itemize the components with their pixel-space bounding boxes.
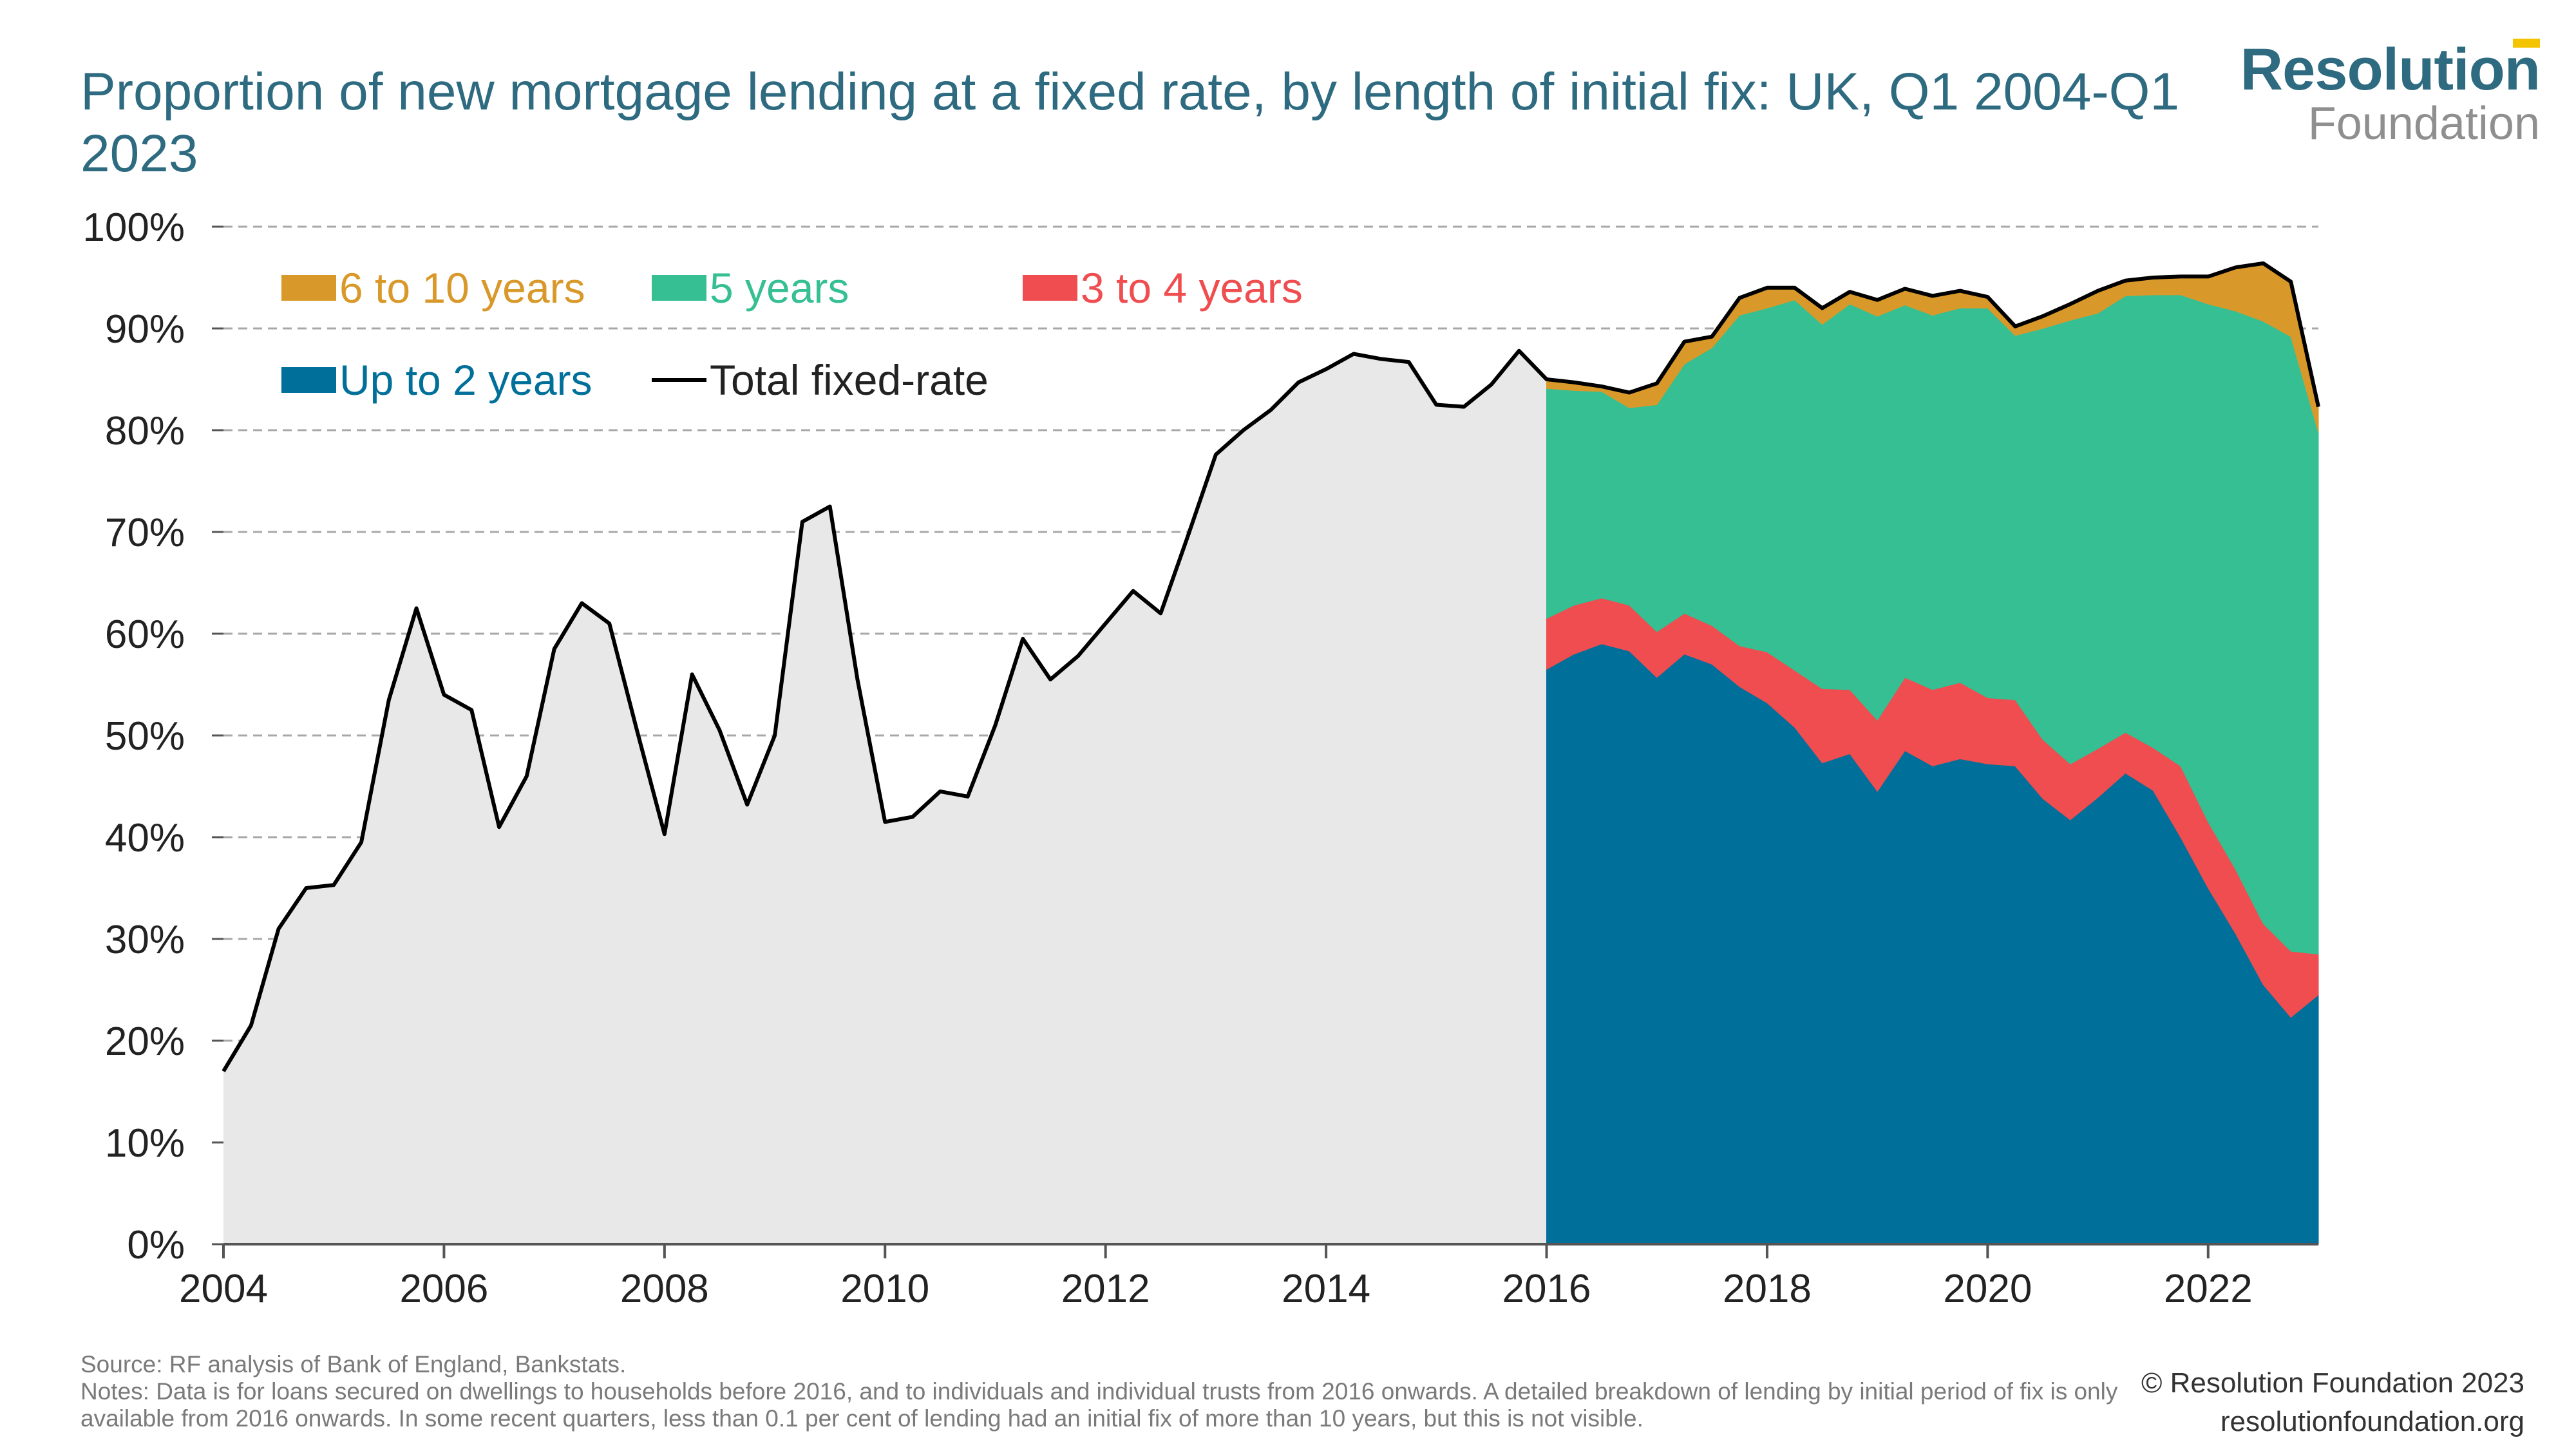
resolution-foundation-logo: Resolution Foundation (2240, 37, 2541, 149)
y-tick-label: 40% (105, 816, 185, 860)
logo-line-2: Foundation (2307, 98, 2540, 149)
legend-label: 5 years (710, 264, 849, 312)
total-fixed-rate-line (222, 261, 2320, 1072)
legend-swatch-six-to-10 (281, 275, 336, 301)
legend-swatch-five (652, 275, 706, 301)
notes-text: Notes: Data is for loans secured on dwel… (80, 1378, 2118, 1432)
x-tick-label: 2016 (1502, 1267, 1591, 1311)
total-fixed-rate-area (223, 350, 1547, 1244)
y-tick-label: 60% (105, 612, 185, 657)
y-tick-label: 0% (127, 1223, 185, 1267)
area-layer (223, 263, 2319, 1245)
x-tick-label: 2022 (2164, 1267, 2253, 1311)
line-layer (222, 261, 2320, 1072)
y-tick-label: 90% (105, 307, 185, 352)
x-tick-label: 2010 (840, 1267, 929, 1311)
legend-label: 6 to 10 years (339, 264, 585, 312)
x-tick-label: 2014 (1282, 1267, 1370, 1311)
x-tick-label: 2020 (1943, 1267, 2032, 1311)
x-tick-label: 2018 (1723, 1267, 1812, 1311)
source-text: Source: RF analysis of Bank of England, … (80, 1351, 627, 1378)
legend-swatch-up-to-2 (281, 367, 336, 393)
copyright-block: © Resolution Foundation 2023 resolutionf… (2141, 1364, 2524, 1441)
y-tick-label: 100% (82, 205, 185, 250)
legend-label: 3 to 4 years (1081, 264, 1303, 312)
legend-label: Total fixed-rate (710, 356, 989, 404)
x-tick-label: 2012 (1061, 1267, 1150, 1311)
y-tick-label: 80% (105, 409, 185, 453)
legend-layer: 6 to 10 years 5 years 3 to 4 years Up to 2 … (281, 264, 1303, 404)
fixed-rate-chart: 0% 10% 20% 30% 40% 50% 60% 70% 80% 90% 100% 2004 200… (82, 205, 2320, 1311)
source-notes: Source: RF analysis of Bank of England, … (80, 1351, 2141, 1432)
legend-swatch-three-to-4 (1023, 275, 1077, 301)
copyright-text: © Resolution Foundation 2023 (2141, 1367, 2524, 1399)
y-tick-label: 20% (105, 1019, 185, 1064)
y-tick-label: 50% (105, 714, 185, 759)
chart-title: Proportion of new mortgage lending at a … (80, 62, 2180, 183)
axis-layer: 0% 10% 20% 30% 40% 50% 60% 70% 80% 90% 100% 2004 200… (82, 205, 2318, 1311)
logo-line-1: Resolution (2240, 37, 2541, 102)
website-text: resolutionfoundation.org (2220, 1406, 2524, 1437)
x-tick-label: 2006 (399, 1267, 488, 1311)
y-tick-label: 10% (105, 1121, 185, 1166)
x-tick-label: 2008 (620, 1267, 709, 1311)
y-tick-label: 30% (105, 918, 185, 962)
legend-label: Up to 2 years (339, 356, 592, 404)
logo-accent-mark (2513, 39, 2540, 48)
y-tick-label: 70% (105, 511, 185, 555)
x-tick-label: 2004 (179, 1267, 268, 1311)
